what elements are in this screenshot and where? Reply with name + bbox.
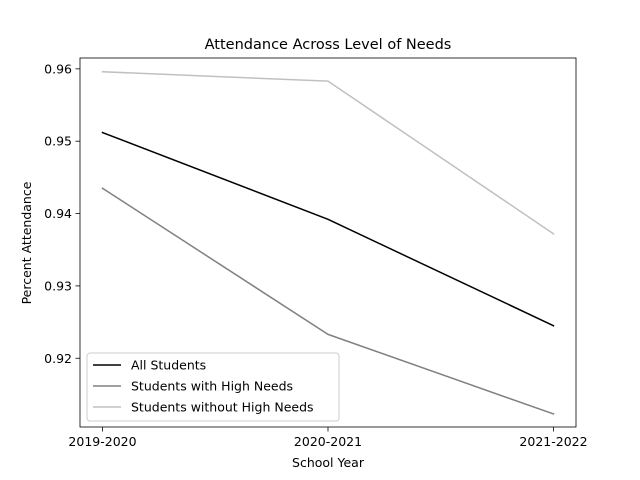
y-tick-label: 0.95 <box>44 134 72 149</box>
x-axis-label: School Year <box>292 455 365 470</box>
series-line-2 <box>101 187 555 415</box>
x-tick-label: 2020-2021 <box>294 434 362 449</box>
x-tick-label: 2021-2022 <box>519 434 587 449</box>
legend-entry-2: Students with High Needs <box>131 379 293 394</box>
chart-title: Attendance Across Level of Needs <box>205 37 452 53</box>
legend: All Students Students with High Needs Stud… <box>86 352 340 422</box>
x-tick-label: 2019-2020 <box>68 434 136 449</box>
series-line-3 <box>101 70 555 235</box>
legend-box <box>86 352 340 422</box>
y-tick-label: 0.94 <box>44 206 72 221</box>
y-tick-label: 0.92 <box>44 351 72 366</box>
legend-entry-3: Students without High Needs <box>131 400 314 415</box>
legend-entry-1: All Students <box>131 358 206 373</box>
y-tick-label: 0.93 <box>44 278 72 293</box>
series-line-1 <box>101 131 555 327</box>
y-tick-label: 0.96 <box>44 61 72 76</box>
y-axis-label: Percent Attendance <box>19 181 34 304</box>
plot-area: 2019-2020 2020-2021 2021-2022 0.92 0.93 0.94 0… <box>44 57 588 449</box>
